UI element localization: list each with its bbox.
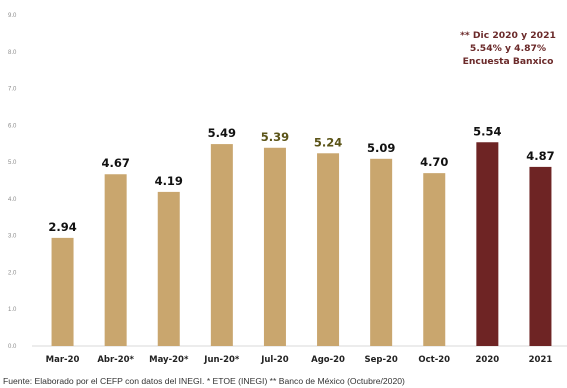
bar xyxy=(529,166,552,346)
data-labels: 2.94 4.67 4.19 5.49 5.39 5.24 5.09 4.70 5.54 4.87 xyxy=(48,124,554,234)
y-tick-label: 3.0 xyxy=(8,234,17,240)
category-label: Oct-20 xyxy=(418,355,450,365)
y-tick-label: 1.0 xyxy=(8,307,17,313)
category-label: Ago-20 xyxy=(311,355,345,365)
category-label: May-20* xyxy=(149,355,189,365)
bar xyxy=(210,144,233,346)
category-label: Sep-20 xyxy=(364,355,397,365)
data-label: 5.49 xyxy=(208,126,236,140)
data-label: 5.24 xyxy=(314,135,342,149)
annotation-line-3: Encuesta Banxico xyxy=(463,56,554,67)
y-tick-label: 6.0 xyxy=(8,123,17,129)
data-label: 4.70 xyxy=(420,155,448,169)
bar xyxy=(51,237,74,346)
bars xyxy=(51,142,552,346)
category-label: 2021 xyxy=(529,355,553,365)
annotation-line-2: 5.54% y 4.87% xyxy=(470,43,546,54)
category-label: 2020 xyxy=(476,355,500,365)
bar xyxy=(157,191,180,346)
annotation-line-1: ** Dic 2020 y 2021 xyxy=(460,30,556,41)
data-label: 5.39 xyxy=(261,130,289,144)
category-labels: Mar-20 Abr-20* May-20* Jun-20* Jul-20 Ago-20 S… xyxy=(46,355,553,365)
data-label: 4.19 xyxy=(155,174,183,188)
data-label: 5.09 xyxy=(367,141,395,155)
y-tick-label: 5.0 xyxy=(8,160,17,166)
category-label: Abr-20* xyxy=(97,355,134,365)
y-tick-label: 0.0 xyxy=(8,344,17,350)
category-label: Jul-20 xyxy=(260,355,289,365)
data-label: 5.54 xyxy=(473,124,501,138)
bar xyxy=(104,174,127,346)
y-tick-label: 4.0 xyxy=(8,197,17,203)
data-label: 4.67 xyxy=(101,156,129,170)
y-tick-label: 9.0 xyxy=(8,13,17,19)
y-tick-label: 7.0 xyxy=(8,87,17,93)
y-tick-label: 8.0 xyxy=(8,50,17,56)
y-tick-label: 2.0 xyxy=(8,270,17,276)
y-axis-ticks: 0.0 1.0 2.0 3.0 4.0 5.0 6.0 7.0 8.0 9.0 xyxy=(8,13,17,350)
source-note: Fuente: Elaborado por el CEFP con datos … xyxy=(3,376,405,386)
category-label: Mar-20 xyxy=(46,355,80,365)
bar xyxy=(317,153,340,346)
bar xyxy=(423,173,446,346)
bar xyxy=(476,142,499,346)
data-label: 4.87 xyxy=(526,149,554,163)
data-label: 2.94 xyxy=(48,220,76,234)
bar xyxy=(263,147,286,346)
category-label: Jun-20* xyxy=(203,355,240,365)
bar xyxy=(370,158,393,346)
